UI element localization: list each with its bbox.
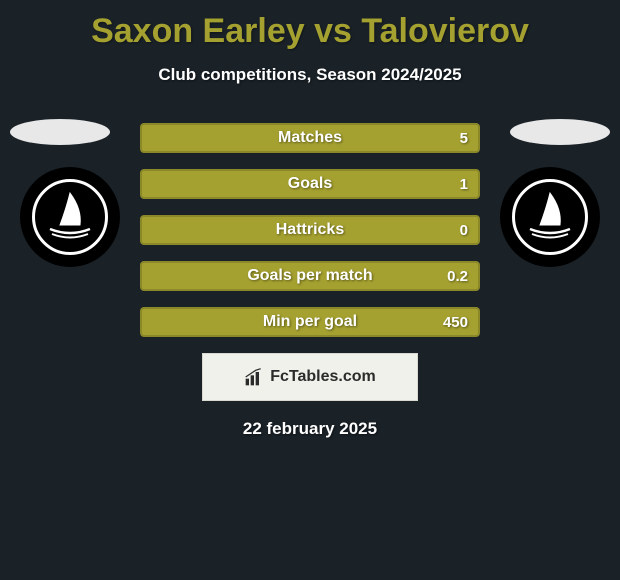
- plymouth-badge-icon: [32, 179, 108, 255]
- stat-label: Goals: [288, 175, 332, 193]
- comparison-date: 22 february 2025: [0, 419, 620, 439]
- stat-label: Min per goal: [263, 313, 357, 331]
- page-title: Saxon Earley vs Talovierov: [0, 0, 620, 51]
- stat-label: Goals per match: [247, 267, 372, 285]
- player-right-club-badge: [500, 167, 600, 267]
- stat-value: 5: [460, 130, 468, 147]
- stat-row: Matches 5: [140, 123, 480, 153]
- subtitle: Club competitions, Season 2024/2025: [0, 65, 620, 85]
- comparison-content: Matches 5 Goals 1 Hattricks 0 Goals per …: [0, 123, 620, 439]
- stats-list: Matches 5 Goals 1 Hattricks 0 Goals per …: [140, 123, 480, 337]
- stat-row: Hattricks 0: [140, 215, 480, 245]
- player-left-avatar-placeholder: [10, 119, 110, 145]
- player-right-avatar-placeholder: [510, 119, 610, 145]
- stat-label: Matches: [278, 129, 342, 147]
- chart-icon: [244, 367, 264, 387]
- source-logo[interactable]: FcTables.com: [202, 353, 418, 401]
- source-logo-text: FcTables.com: [270, 368, 376, 386]
- player-left-club-badge: [20, 167, 120, 267]
- plymouth-badge-icon: [512, 179, 588, 255]
- stat-value: 450: [443, 314, 468, 331]
- stat-value: 1: [460, 176, 468, 193]
- stat-row: Min per goal 450: [140, 307, 480, 337]
- stat-value: 0.2: [447, 268, 468, 285]
- stat-label: Hattricks: [276, 221, 344, 239]
- stat-value: 0: [460, 222, 468, 239]
- stat-row: Goals per match 0.2: [140, 261, 480, 291]
- stat-row: Goals 1: [140, 169, 480, 199]
